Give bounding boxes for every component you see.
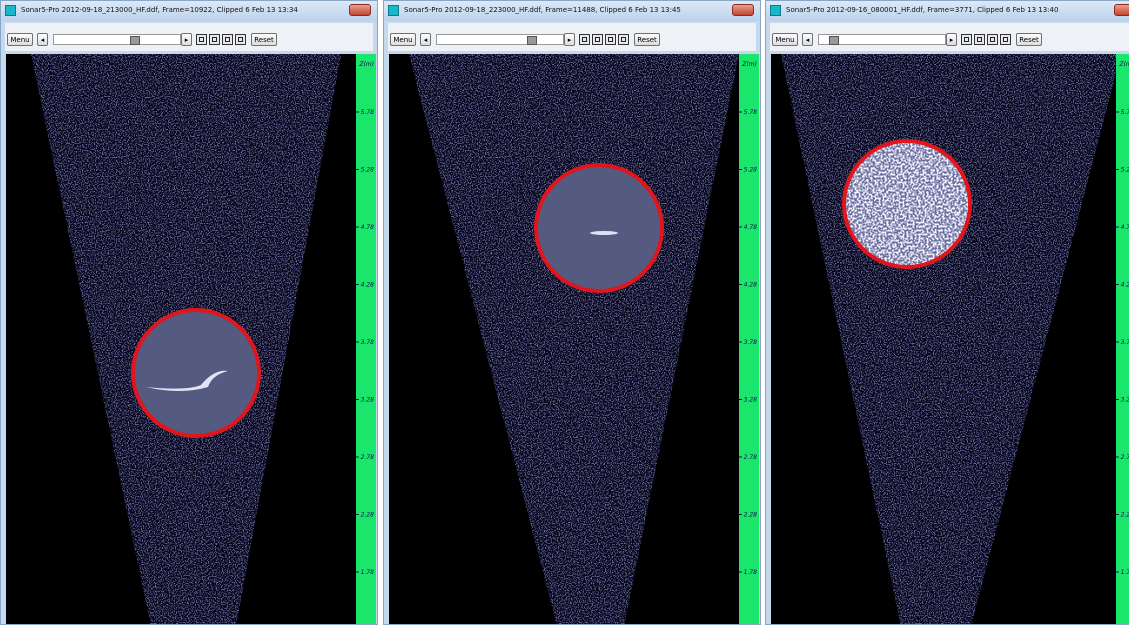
frame-slider[interactable]: [818, 34, 946, 45]
sonar-image: Z(m) 5.78 5.28 4.78 4.28 3.78 3.28 2.78 2.28 1.78: [6, 54, 376, 625]
app-icon: [388, 5, 399, 16]
view-button[interactable]: [579, 34, 590, 45]
view-button[interactable]: [592, 34, 603, 45]
depth-unit: Z(m): [1118, 61, 1129, 68]
depth-label: 1.78: [361, 569, 375, 576]
reset-button[interactable]: Reset: [251, 33, 277, 46]
depth-unit: Z(m): [741, 61, 757, 68]
depth-label: 3.28: [1121, 397, 1129, 404]
title-bar: Sonar5-Pro 2012-09-18_223000_HF.ddf, Fra…: [384, 1, 760, 21]
depth-label: 5.28: [1121, 167, 1129, 174]
depth-label: 1.78: [744, 569, 758, 576]
depth-label: 5.28: [744, 167, 758, 174]
sonar-image: Z(m) 5.78 5.28 4.78 4.28 3.78 3.28 2.78 2.28 1.78: [771, 54, 1129, 625]
view-button[interactable]: [196, 34, 207, 45]
view-button[interactable]: [961, 34, 972, 45]
close-button[interactable]: [349, 4, 371, 16]
desktop: (() => { const data = JSON.parse(documen…: [0, 0, 1129, 625]
depth-label: 2.28: [744, 512, 758, 519]
toolbar: Menu ◂ ▸ Reset: [5, 23, 373, 51]
depth-label: 4.28: [1121, 282, 1129, 289]
view-button[interactable]: [1000, 34, 1011, 45]
depth-label: 2.28: [1121, 512, 1129, 519]
view-button[interactable]: [987, 34, 998, 45]
step-forward-button[interactable]: ▸: [181, 33, 192, 46]
view-button[interactable]: [974, 34, 985, 45]
fish-echo: [590, 231, 618, 235]
toolbar: Menu ◂ ▸ Reset: [388, 23, 756, 51]
depth-label: 5.78: [361, 109, 375, 116]
sonar-window: Sonar5-Pro 2012-09-18_213000_HF.ddf, Fra…: [0, 0, 378, 625]
depth-label: 3.28: [744, 397, 758, 404]
depth-label: 2.78: [361, 454, 375, 461]
menu-button[interactable]: Menu: [390, 33, 416, 46]
view-button[interactable]: [605, 34, 616, 45]
window-title: Sonar5-Pro 2012-09-18_213000_HF.ddf, Fra…: [21, 6, 298, 14]
depth-label: 2.78: [1121, 454, 1129, 461]
depth-label: 3.78: [361, 339, 375, 346]
app-icon: [770, 5, 781, 16]
view-button[interactable]: [235, 34, 246, 45]
depth-label: 1.78: [1121, 569, 1129, 576]
step-back-button[interactable]: ◂: [420, 33, 431, 46]
sonar-image: Z(m) 5.78 5.28 4.78 4.28 3.78 3.28 2.78 2.28 1.78: [389, 54, 759, 625]
depth-label: 5.78: [1121, 109, 1129, 116]
slider-thumb[interactable]: [527, 36, 537, 45]
depth-unit: Z(m): [358, 61, 374, 68]
depth-label: 4.78: [744, 224, 758, 231]
depth-label: 3.28: [361, 397, 375, 404]
view-button[interactable]: [618, 34, 629, 45]
frame-slider[interactable]: [53, 34, 181, 45]
step-forward-button[interactable]: ▸: [946, 33, 957, 46]
slider-thumb[interactable]: [829, 36, 839, 45]
title-bar: Sonar5-Pro 2012-09-18_213000_HF.ddf, Fra…: [1, 1, 377, 21]
depth-label: 4.28: [361, 282, 375, 289]
step-back-button[interactable]: ◂: [802, 33, 813, 46]
slider-thumb[interactable]: [130, 36, 140, 45]
sonar-window: Sonar5-Pro 2012-09-18_223000_HF.ddf, Fra…: [383, 0, 761, 625]
depth-label: 4.78: [1121, 224, 1129, 231]
step-back-button[interactable]: ◂: [37, 33, 48, 46]
title-bar: Sonar5-Pro 2012-09-16_080001_HF.ddf, Fra…: [766, 1, 1129, 21]
view-button[interactable]: [209, 34, 220, 45]
sonar-window: Sonar5-Pro 2012-09-16_080001_HF.ddf, Fra…: [765, 0, 1129, 625]
depth-label: 3.78: [1121, 339, 1129, 346]
depth-label: 5.28: [361, 167, 375, 174]
frame-slider[interactable]: [436, 34, 564, 45]
menu-button[interactable]: Menu: [772, 33, 798, 46]
reset-button[interactable]: Reset: [634, 33, 660, 46]
depth-label: 2.78: [744, 454, 758, 461]
depth-label: 5.78: [744, 109, 758, 116]
close-button[interactable]: [732, 4, 754, 16]
depth-label: 3.78: [744, 339, 758, 346]
window-title: Sonar5-Pro 2012-09-18_223000_HF.ddf, Fra…: [404, 6, 681, 14]
menu-button[interactable]: Menu: [7, 33, 33, 46]
depth-label: 4.78: [361, 224, 375, 231]
close-button[interactable]: [1114, 4, 1129, 16]
window-title: Sonar5-Pro 2012-09-16_080001_HF.ddf, Fra…: [786, 6, 1058, 14]
depth-label: 4.28: [744, 282, 758, 289]
toolbar: Menu ◂ ▸ Reset: [770, 23, 1129, 51]
app-icon: [5, 5, 16, 16]
depth-label: 2.28: [361, 512, 375, 519]
view-button[interactable]: [222, 34, 233, 45]
step-forward-button[interactable]: ▸: [564, 33, 575, 46]
reset-button[interactable]: Reset: [1016, 33, 1042, 46]
